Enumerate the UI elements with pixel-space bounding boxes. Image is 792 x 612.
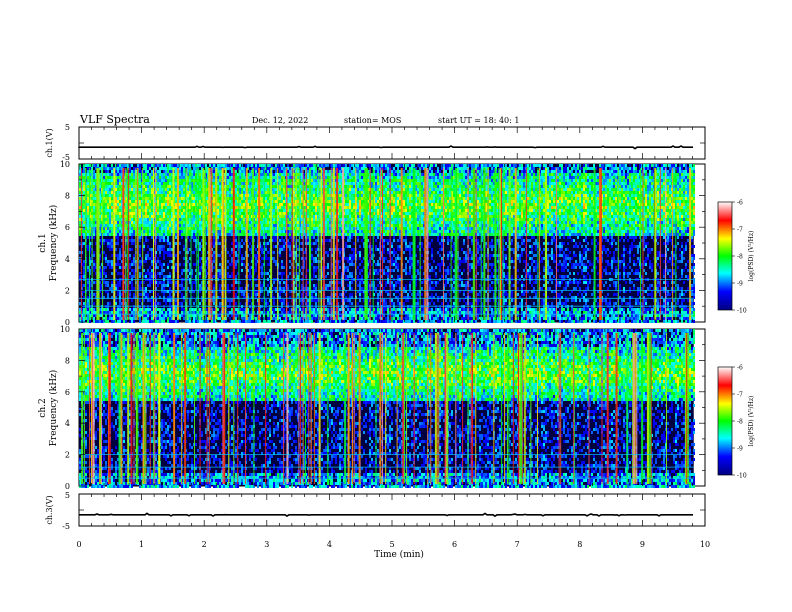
ch1-colorbar-label: log(PSD) (V²/Hz) — [748, 231, 755, 282]
colorbar-tick-label: -9 — [737, 446, 743, 453]
ch2-spectrogram-heatmap — [79, 329, 695, 488]
frequency-tick-label: 10 — [60, 160, 70, 169]
time-axis-tick-labels: 0 1 2 3 4 5 6 7 8 9 10 — [76, 540, 710, 549]
header-station: station= MOS — [344, 116, 401, 125]
ch1-voltage-tick-bottom: -5 — [62, 153, 70, 162]
figure-title: VLF Spectra — [79, 113, 150, 126]
colorbar-tick-label: -6 — [737, 365, 743, 372]
ch1-voltage-ticks — [78, 126, 706, 160]
frequency-tick-label: 2 — [65, 286, 70, 295]
colorbar-tick-label: -6 — [737, 200, 743, 207]
frequency-tick-label: 4 — [65, 419, 70, 428]
ch1-voltage-tick-top: 5 — [65, 123, 70, 132]
frequency-tick-label: 6 — [65, 388, 70, 397]
ch3-voltage-panel: 5 -5 ch.3(V) — [45, 491, 706, 531]
ch1-colorbar — [717, 201, 733, 311]
ch2-spectrogram-panel: 0 2 4 6 8 10 ch.2 Frequency (kHz) -6 -7 -8 -9 -10… — [38, 325, 755, 491]
ch2-colorbar-label: log(PSD) (V²/Hz) — [748, 396, 755, 447]
ch3-voltage-tick-bottom: -5 — [62, 522, 70, 531]
time-tick-label: 9 — [640, 540, 645, 549]
colorbar-tick-label: -7 — [737, 392, 743, 399]
colorbar-tick-label: -8 — [737, 419, 743, 426]
time-tick-label: 4 — [327, 540, 332, 549]
time-tick-label: 3 — [264, 540, 269, 549]
ch2-spectrogram-axes: 0 2 4 6 8 10 — [60, 325, 706, 491]
frequency-tick-label: 0 — [65, 318, 70, 327]
colorbar-tick-label: -8 — [737, 254, 743, 261]
time-tick-label: 1 — [139, 540, 144, 549]
colorbar-tick-label: -10 — [737, 473, 747, 480]
ch1-spectrogram-heatmap — [79, 164, 695, 323]
ch2-colorbar — [717, 366, 733, 476]
frequency-tick-label: 4 — [65, 255, 70, 264]
frequency-tick-label: 8 — [65, 192, 70, 201]
time-tick-label: 10 — [700, 540, 710, 549]
colorbar-tick-label: -9 — [737, 281, 743, 288]
frequency-tick-label: 10 — [60, 325, 70, 334]
colorbar-tick-label: -7 — [737, 227, 743, 234]
ch3-voltage-ylabel: ch.3(V) — [45, 495, 54, 524]
ch1-voltage-ylabel: ch.1(V) — [45, 128, 54, 157]
ch1-colorbar-ticks: -6 -7 -8 -9 -10 — [732, 200, 747, 315]
header-date: Dec. 12, 2022 — [252, 116, 308, 125]
ch1-spectrogram-panel: 0 2 4 6 8 10 ch.1 Frequency (kHz) -6 -7 -8 -9 -10… — [38, 160, 755, 327]
ch1-voltage-panel: 5 -5 ch.1(V) — [45, 123, 706, 162]
ch1-voltage-trace — [78, 145, 693, 150]
frequency-tick-label: 6 — [65, 223, 70, 232]
header-start-time: start UT = 18: 40: 1 — [438, 116, 519, 125]
ch3-voltage-ticks — [78, 493, 706, 527]
time-axis-label: Time (min) — [374, 549, 424, 560]
colorbar-tick-label: -10 — [737, 308, 747, 315]
ch3-voltage-tick-top: 5 — [65, 491, 70, 500]
time-tick-label: 5 — [389, 540, 394, 549]
time-tick-label: 7 — [515, 540, 520, 549]
ch2-colorbar-ticks: -6 -7 -8 -9 -10 — [732, 365, 747, 480]
frequency-tick-label: 0 — [65, 482, 70, 491]
ch2-frequency-ylabel: Frequency (kHz) — [48, 370, 59, 447]
ch1-channel-label: ch.1 — [38, 233, 48, 252]
ch2-channel-label: ch.2 — [38, 398, 48, 417]
time-tick-label: 8 — [577, 540, 582, 549]
time-tick-label: 6 — [452, 540, 457, 549]
frequency-tick-label: 8 — [65, 356, 70, 365]
frequency-tick-label: 2 — [65, 451, 70, 460]
time-tick-label: 2 — [202, 540, 207, 549]
ch3-voltage-trace — [79, 512, 693, 518]
ch1-frequency-ylabel: Frequency (kHz) — [48, 205, 59, 282]
ch1-spectrogram-axes: 0 2 4 6 8 10 — [60, 160, 706, 327]
time-tick-label: 0 — [76, 540, 81, 549]
